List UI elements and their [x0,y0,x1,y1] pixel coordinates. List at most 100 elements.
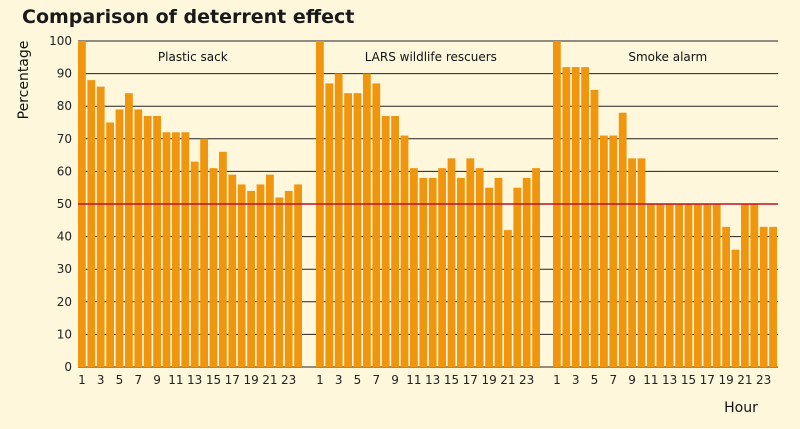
x-tick-label-3-21: 21 [737,373,752,387]
bar-2-2 [325,83,334,367]
x-tick-label-2-9: 9 [391,373,399,387]
bar-2-16 [457,177,465,367]
bar-1-15 [209,168,218,367]
y-tick-label-30: 30 [57,262,72,276]
bar-3-2 [562,67,571,367]
x-axis-title: Hour [724,400,758,416]
bar-1-5 [115,109,124,368]
bar-2-11 [410,168,418,367]
bar-1-19 [247,190,255,367]
x-tick-label-2-17: 17 [463,373,478,387]
x-tick-label-1-11: 11 [168,373,183,387]
x-tick-label-3-5: 5 [591,373,599,387]
y-tick-label-80: 80 [57,99,72,113]
x-tick-label-1-23: 23 [281,373,296,387]
bar-2-3 [334,73,343,367]
bar-3-24 [769,226,777,367]
bar-2-8 [381,115,390,367]
bar-1-24 [294,184,302,367]
x-tick-label-2-7: 7 [372,373,380,387]
panel-title-3: Smoke alarm [628,50,707,64]
x-tick-labels: 1 3 5 7 9 11 13 15 17 19 21 23 1 3 5 7 9 11 13 15 17 19 21 23 1 3… [78,373,771,387]
x-tick-label-2-15: 15 [444,373,459,387]
x-tick-label-3-15: 15 [681,373,696,387]
bar-3-20 [731,249,740,367]
x-tick-label-1-3: 3 [97,373,105,387]
bar-2-17 [466,158,475,367]
x-tick-label-2-3: 3 [335,373,343,387]
bar-1-8 [143,115,152,367]
x-tick-label-1-5: 5 [116,373,124,387]
x-tick-label-1-9: 9 [153,373,161,387]
x-tick-label-3-17: 17 [700,373,715,387]
bar-1-12 [181,132,190,367]
panel-title-2: LARS wildlife rescuers [365,50,497,64]
bar-1-13 [190,161,199,367]
x-tick-label-2-1: 1 [316,373,324,387]
bar-3-12 [656,204,665,367]
bar-3-19 [722,226,730,367]
bar-3-11 [647,204,655,367]
x-tick-label-2-13: 13 [425,373,440,387]
x-tick-label-1-1: 1 [78,373,86,387]
panel-titles: Plastic sack LARS wildlife rescuers Smoke … [158,50,707,64]
bar-3-16 [694,204,702,367]
bar-1-20 [256,184,265,367]
bar-3-23 [759,226,768,367]
bar-1-16 [219,151,227,367]
bar-1-7 [134,109,143,368]
y-tick-label-60: 60 [57,164,72,178]
bar-3-8 [618,112,627,367]
bar-3-18 [712,204,721,367]
bar-2-24 [532,168,540,367]
x-tick-label-3-3: 3 [572,373,580,387]
bar-2-23 [522,177,531,367]
bar-1-21 [266,174,274,367]
y-tick-label-90: 90 [57,67,72,81]
bar-1-10 [162,132,171,367]
bar-1-17 [228,174,237,367]
bar-1-2 [87,80,96,368]
x-tick-label-3-23: 23 [756,373,771,387]
bar-3-15 [684,204,693,367]
x-tick-label-2-11: 11 [406,373,421,387]
x-tick-label-1-17: 17 [225,373,240,387]
x-tick-label-1-15: 15 [206,373,221,387]
bar-3-3 [571,67,580,367]
bar-2-15 [447,158,456,367]
x-tick-label-3-1: 1 [553,373,561,387]
bar-2-21 [504,230,512,367]
x-tick-label-1-21: 21 [262,373,277,387]
chart-title: Comparison of deterrent effect [22,6,355,28]
bar-3-5 [590,89,599,368]
bar-3-10 [637,158,646,367]
bar-3-13 [665,204,674,367]
y-tick-labels: 0 10 20 30 40 50 60 70 80 90 100 [49,34,72,374]
x-tick-label-1-19: 19 [243,373,258,387]
bar-2-13 [428,177,437,367]
bar-2-6 [363,73,371,367]
x-tick-label-3-7: 7 [609,373,617,387]
y-tick-label-100: 100 [49,34,72,48]
x-tick-label-1-13: 13 [187,373,202,387]
bar-2-18 [475,168,484,367]
bar-1-23 [284,190,293,367]
y-tick-label-20: 20 [57,295,72,309]
bar-1-3 [96,86,105,367]
bar-3-4 [581,67,589,367]
bar-2-19 [485,187,493,367]
bar-3-17 [703,204,712,367]
x-tick-label-3-9: 9 [628,373,636,387]
bar-3-14 [675,204,683,367]
x-tick-label-2-19: 19 [481,373,496,387]
bar-2-7 [372,83,381,367]
bar-3-22 [750,204,759,367]
bar-3-9 [628,158,636,367]
bar-2-10 [400,135,409,367]
x-tick-label-3-13: 13 [662,373,677,387]
y-axis-title: Percentage [16,41,32,120]
y-tick-label-0: 0 [64,360,72,374]
bar-1-22 [275,197,284,367]
x-tick-label-3-19: 19 [718,373,733,387]
